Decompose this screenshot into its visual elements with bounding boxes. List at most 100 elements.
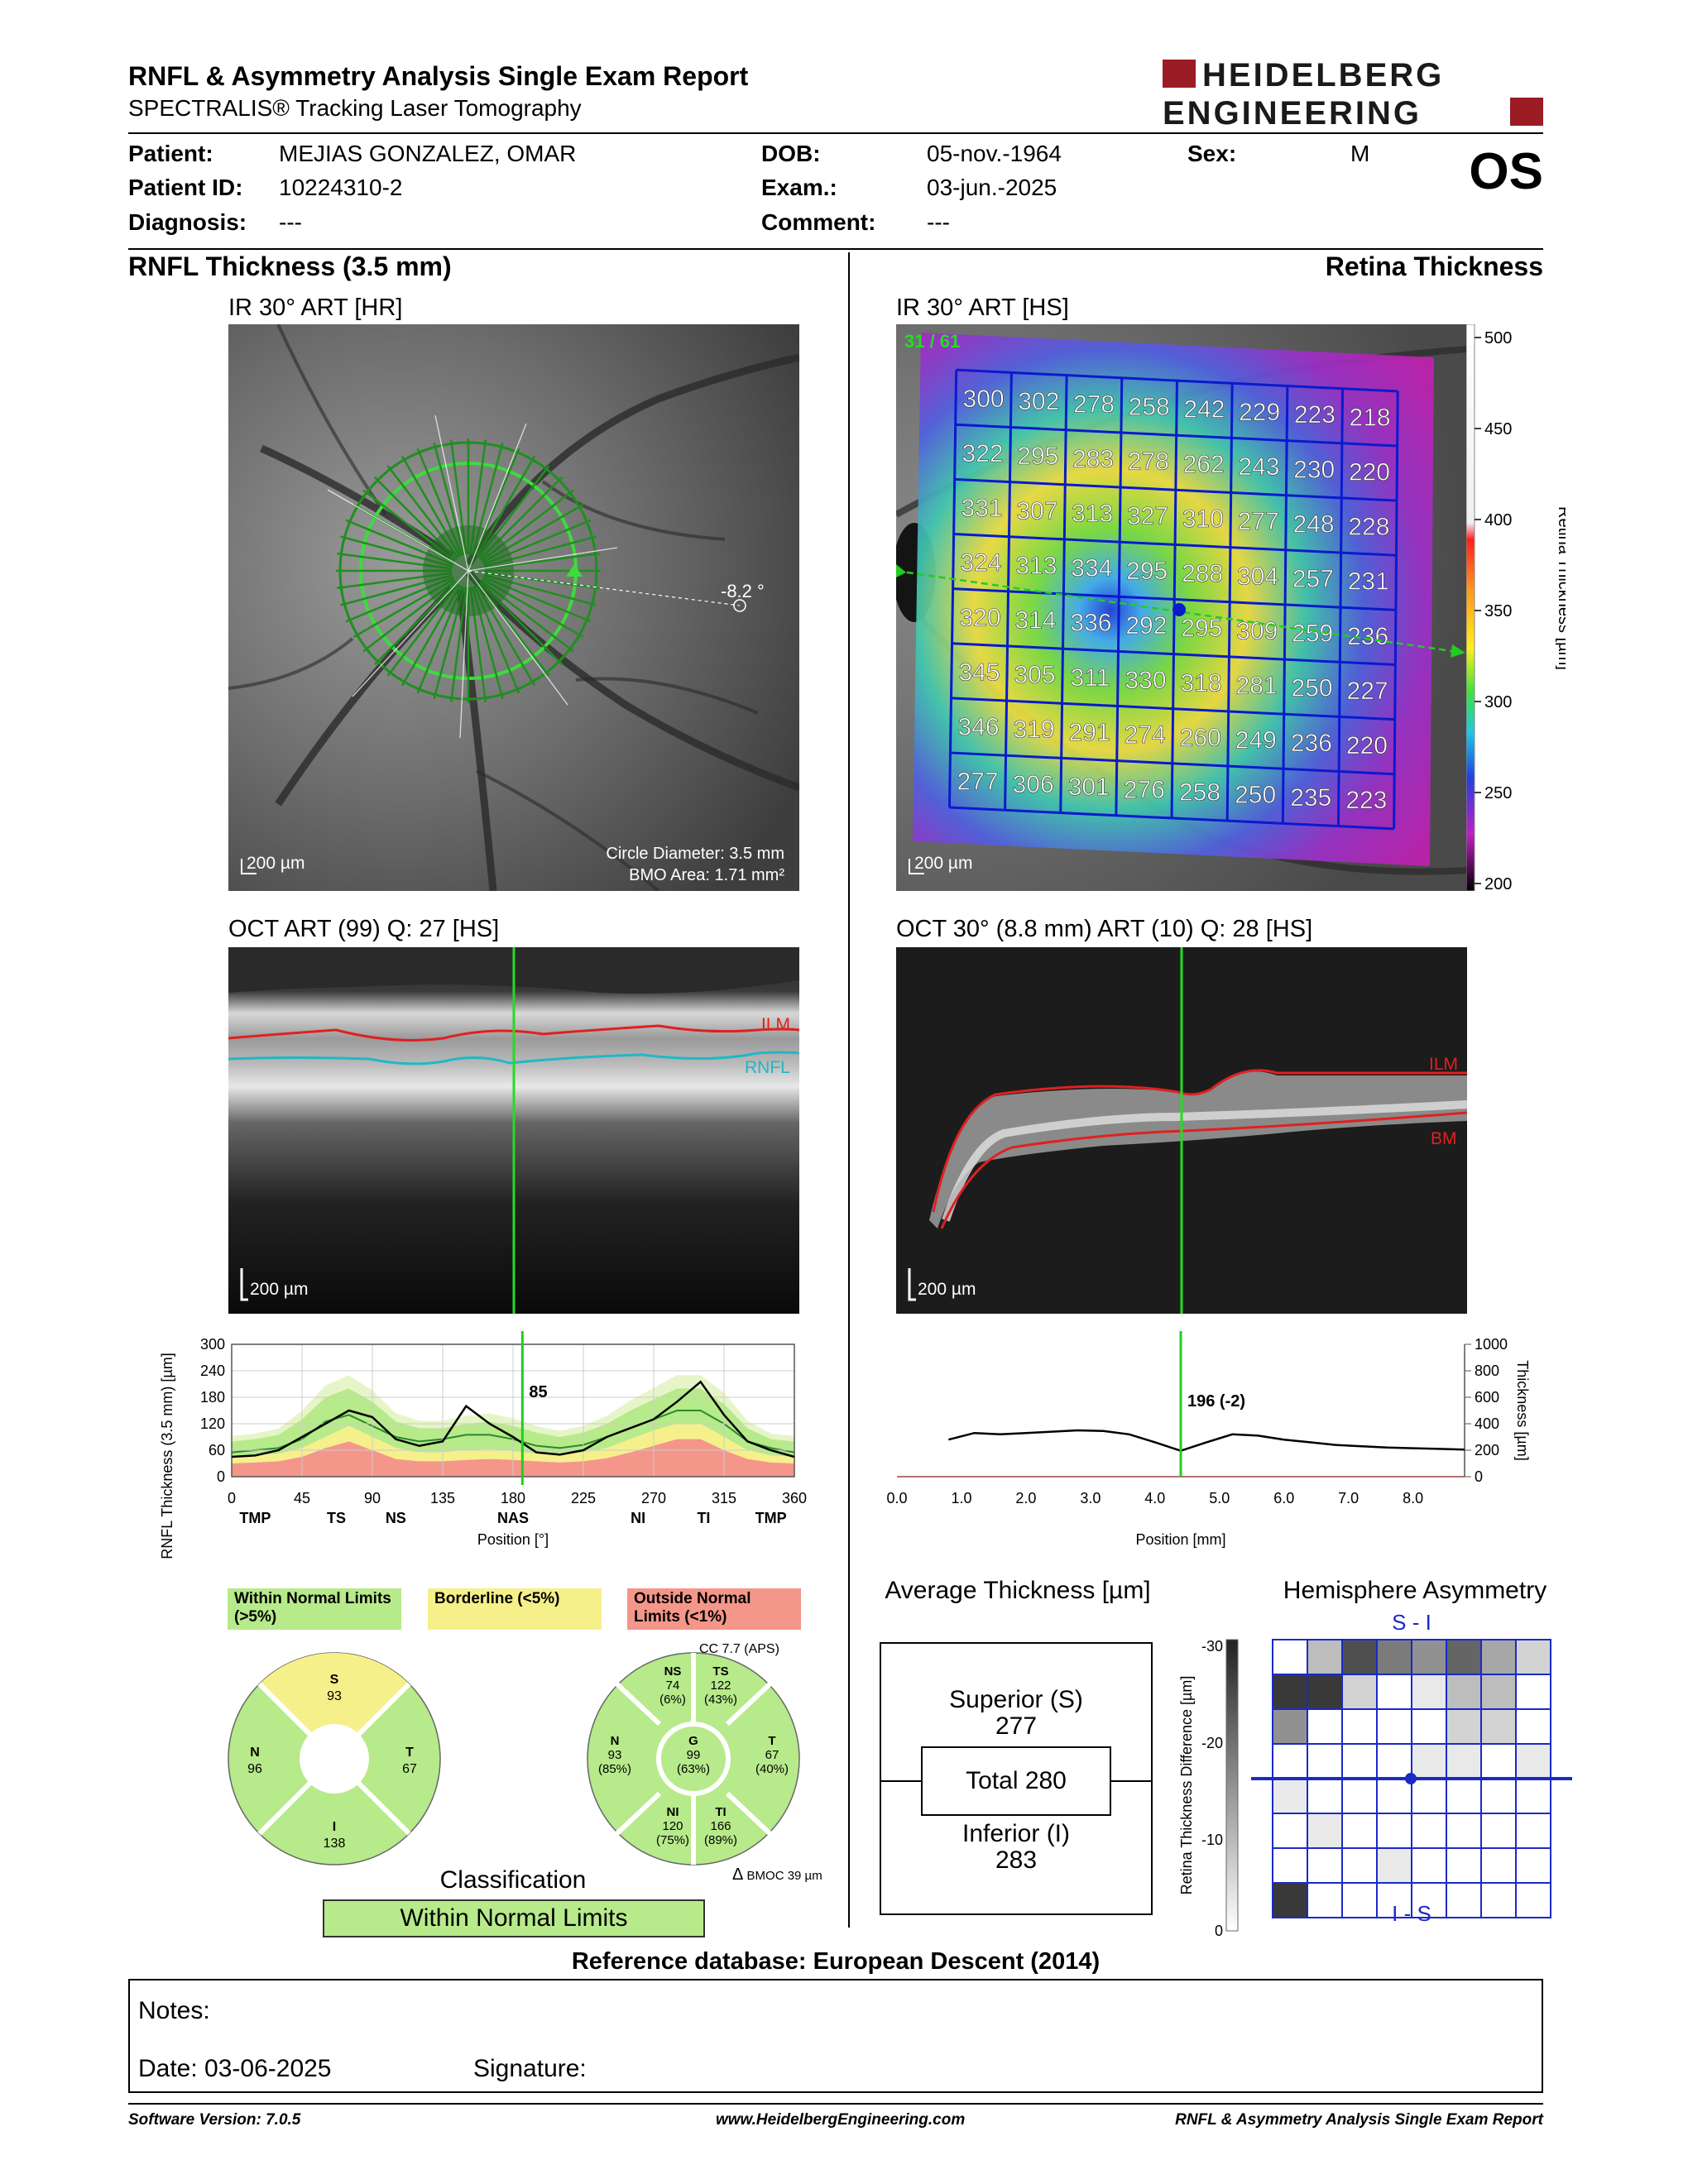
grid-value: 346 bbox=[957, 713, 999, 740]
sex-label: Sex: bbox=[1187, 141, 1237, 166]
asym-cell bbox=[1376, 1674, 1412, 1710]
asym-cell bbox=[1411, 1813, 1447, 1849]
pie1-t-label: T bbox=[405, 1746, 414, 1760]
grid-value: 220 bbox=[1349, 459, 1390, 486]
pie2-g-label: G bbox=[688, 1734, 698, 1748]
patient-id-label: Patient ID: bbox=[128, 175, 243, 200]
grid-value: 313 bbox=[1015, 552, 1057, 579]
pie2-ti-pct: (89%) bbox=[704, 1833, 737, 1847]
classification-label: Classification bbox=[439, 1866, 587, 1894]
pie2-t-value: 67 bbox=[765, 1748, 779, 1762]
asym-cell bbox=[1446, 1847, 1482, 1884]
x-tick-label: 8.0 bbox=[1403, 1490, 1423, 1506]
x-tick-label: 270 bbox=[641, 1490, 666, 1506]
y-tick-label: 180 bbox=[200, 1389, 225, 1406]
grid-value: 306 bbox=[1013, 771, 1054, 798]
asym-cell bbox=[1341, 1813, 1378, 1849]
oct-right-ilm: ILM bbox=[1429, 1055, 1458, 1074]
asym-cell bbox=[1272, 1778, 1308, 1814]
ir-fundus-image: -8.2 ° 200 µm Circle Diameter: 3.5 mm BM… bbox=[228, 324, 799, 891]
legend-within-normal: Within Normal Limits (>5%) bbox=[228, 1588, 401, 1630]
x-tick-label: 360 bbox=[782, 1490, 807, 1506]
thickness-colorbar: 500 450 400 350 300 250 200 Retina Thickness [… bbox=[1465, 323, 1573, 893]
asym-cell bbox=[1341, 1674, 1378, 1710]
asym-cell bbox=[1446, 1778, 1482, 1814]
asym-cell bbox=[1272, 1813, 1308, 1849]
comment-value: --- bbox=[927, 209, 950, 235]
asym-cell bbox=[1307, 1847, 1343, 1884]
colorbar-tick: 400 bbox=[1484, 511, 1512, 529]
rnfl-section-title: RNFL Thickness (3.5 mm) bbox=[128, 251, 452, 281]
diagnosis-label: Diagnosis: bbox=[128, 209, 247, 235]
x-tick-label: 225 bbox=[571, 1490, 596, 1506]
sector-label: NI bbox=[631, 1510, 645, 1526]
pie2-ti-label: TI bbox=[715, 1805, 726, 1819]
y-tick-label: 800 bbox=[1475, 1363, 1499, 1379]
heidelberg-logo: HEIDELBERG ENGINEERING bbox=[1163, 57, 1543, 132]
grid-value: 223 bbox=[1294, 401, 1336, 429]
x-tick-label: 5.0 bbox=[1209, 1490, 1230, 1506]
sex-value: M bbox=[1350, 141, 1370, 166]
asym-cell bbox=[1272, 1847, 1308, 1884]
grid-value: 313 bbox=[1072, 500, 1113, 527]
diagnosis-value: --- bbox=[279, 209, 302, 235]
pie2-ns-pct: (6%) bbox=[659, 1693, 686, 1707]
pie1-t-value: 67 bbox=[402, 1762, 417, 1776]
grid-value: 295 bbox=[1181, 615, 1222, 642]
y-tick-label: 240 bbox=[200, 1363, 225, 1379]
grid-value: 260 bbox=[1180, 724, 1221, 751]
grid-value: 345 bbox=[958, 659, 1000, 686]
pie1-n-value: 96 bbox=[247, 1762, 262, 1776]
colorbar-tick: 250 bbox=[1484, 784, 1512, 802]
eye-indicator: OS bbox=[1469, 143, 1543, 200]
asym-scale-bar bbox=[1225, 1639, 1239, 1932]
grid-value: 242 bbox=[1183, 396, 1225, 424]
pie2-n-value: 93 bbox=[608, 1748, 622, 1762]
asym-cell bbox=[1376, 1778, 1412, 1814]
rnfl-line bbox=[231, 1380, 795, 1458]
x-tick-label: 0.0 bbox=[886, 1490, 907, 1506]
asym-cell bbox=[1480, 1639, 1517, 1675]
grid-value: 301 bbox=[1068, 774, 1110, 801]
report-title: RNFL & Asymmetry Analysis Single Exam Re… bbox=[128, 61, 749, 91]
asym-top-label: S - I bbox=[1392, 1610, 1431, 1635]
y-tick-label: 600 bbox=[1475, 1389, 1499, 1406]
dob-value: 05-nov.-1964 bbox=[927, 141, 1062, 166]
legend-borderline: Borderline (<5%) bbox=[428, 1588, 602, 1630]
grid-value: 295 bbox=[1126, 558, 1168, 585]
grid-value: 277 bbox=[1238, 508, 1279, 535]
asym-cell bbox=[1411, 1778, 1447, 1814]
thickness-line bbox=[948, 1429, 1465, 1452]
asym-cell bbox=[1411, 1639, 1447, 1675]
pie2-ni-value: 120 bbox=[662, 1819, 683, 1833]
grid-value: 228 bbox=[1348, 514, 1389, 541]
grid-value: 331 bbox=[961, 495, 1003, 522]
x-tick-label: 45 bbox=[294, 1490, 310, 1506]
patient-label: Patient: bbox=[128, 141, 213, 166]
asymmetry-title: Hemisphere Asymmetry bbox=[1283, 1577, 1547, 1604]
oct-circle-scan: ILM RNFL 200 µm bbox=[228, 947, 799, 1314]
grid-value: 258 bbox=[1179, 779, 1220, 807]
oct-line-scan: ILM BM 200 µm bbox=[896, 947, 1467, 1314]
grid-value: 223 bbox=[1345, 787, 1387, 814]
asym-cell bbox=[1341, 1847, 1378, 1884]
grid-value: 295 bbox=[1017, 443, 1058, 470]
asym-cell bbox=[1411, 1743, 1447, 1779]
pie1-n-label: N bbox=[250, 1746, 260, 1760]
grid-value: 336 bbox=[1070, 610, 1111, 637]
asym-cell bbox=[1515, 1882, 1551, 1918]
grid-value: 278 bbox=[1128, 448, 1169, 476]
pie2-ni-pct: (75%) bbox=[656, 1833, 689, 1847]
asym-cell bbox=[1515, 1778, 1551, 1814]
grid-value: 322 bbox=[962, 440, 1004, 467]
grid-value: 283 bbox=[1072, 445, 1114, 472]
grid-value: 258 bbox=[1129, 393, 1170, 420]
colorbar-tick: 300 bbox=[1484, 693, 1512, 711]
sector-label: TS bbox=[327, 1510, 346, 1526]
asym-cell bbox=[1480, 1708, 1517, 1745]
reference-database: Reference database: European Descent (20… bbox=[571, 1948, 1101, 1975]
ir-left-label: IR 30° ART [HR] bbox=[228, 295, 403, 321]
cursor-value: 196 (-2) bbox=[1187, 1392, 1245, 1410]
asymmetry-grid: -30 -20 -10 0 Retina Thickness Difference [µ… bbox=[1175, 1605, 1572, 1939]
date-field: Date: 03-06-2025 bbox=[138, 2055, 332, 2082]
